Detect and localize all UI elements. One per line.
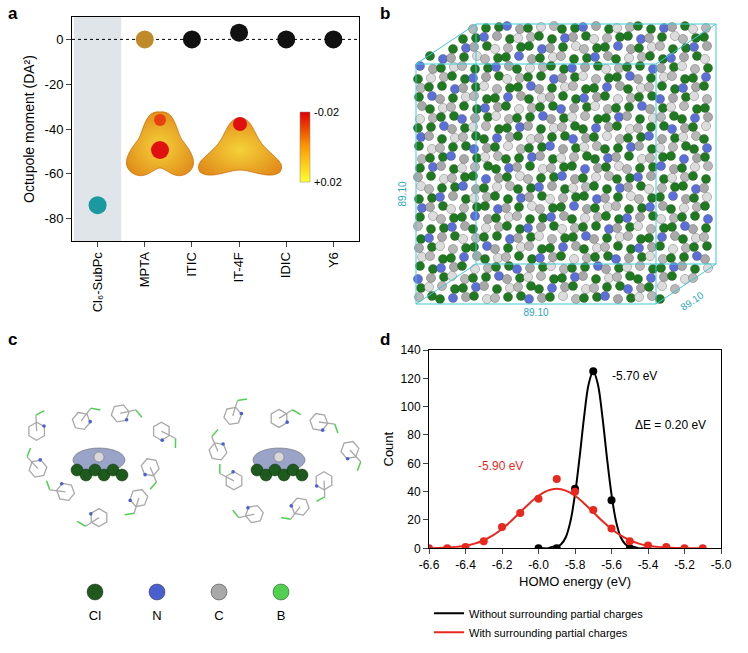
svg-text:+0.02: +0.02 xyxy=(314,176,342,188)
svg-text:IT-4F: IT-4F xyxy=(231,252,246,282)
svg-text:89.10: 89.10 xyxy=(397,181,408,206)
svg-text:Cl₆-SubPc: Cl₆-SubPc xyxy=(90,252,105,313)
svg-text:-6.2: -6.2 xyxy=(492,558,513,572)
svg-text:-6.6: -6.6 xyxy=(419,558,440,572)
svg-text:-5.8: -5.8 xyxy=(565,558,586,572)
svg-text:0: 0 xyxy=(414,542,421,556)
svg-text:With surrounding partial charg: With surrounding partial charges xyxy=(469,627,628,639)
svg-text:120: 120 xyxy=(401,372,421,386)
svg-text:-20: -20 xyxy=(45,77,64,92)
svg-text:89.10: 89.10 xyxy=(523,307,548,318)
svg-text:-80: -80 xyxy=(45,211,64,226)
svg-text:B: B xyxy=(277,608,286,623)
svg-text:-5.4: -5.4 xyxy=(638,558,659,572)
svg-text:-5.90 eV: -5.90 eV xyxy=(478,459,523,473)
svg-text:89.10: 89.10 xyxy=(679,289,706,312)
svg-text:C: C xyxy=(214,608,223,623)
svg-text:Count: Count xyxy=(381,431,396,466)
svg-text:HOMO energy (eV): HOMO energy (eV) xyxy=(519,574,631,589)
svg-text:Y6: Y6 xyxy=(326,252,341,268)
html-text:d: d xyxy=(380,330,391,349)
svg-text:0: 0 xyxy=(56,32,63,47)
svg-text:ITIC: ITIC xyxy=(184,252,199,277)
svg-text:-5.70 eV: -5.70 eV xyxy=(612,369,657,383)
svg-text:Without surrounding partial ch: Without surrounding partial charges xyxy=(469,608,643,620)
svg-text:-6.0: -6.0 xyxy=(528,558,549,572)
svg-text:-5.6: -5.6 xyxy=(601,558,622,572)
svg-text:20: 20 xyxy=(407,513,421,527)
svg-text:N: N xyxy=(152,608,161,623)
html-text:a: a xyxy=(8,4,18,23)
svg-text:-6.4: -6.4 xyxy=(455,558,476,572)
svg-text:IDIC: IDIC xyxy=(278,252,293,278)
svg-text:100: 100 xyxy=(401,400,421,414)
svg-text:-5.2: -5.2 xyxy=(674,558,695,572)
svg-text:-60: -60 xyxy=(45,166,64,181)
svg-text:Octupole moment (DA²): Octupole moment (DA²) xyxy=(21,55,37,203)
svg-text:80: 80 xyxy=(407,428,421,442)
svg-text:-40: -40 xyxy=(45,122,64,137)
svg-text:140: 140 xyxy=(401,343,421,357)
html-text:b: b xyxy=(380,4,391,23)
svg-text:ΔE = 0.20 eV: ΔE = 0.20 eV xyxy=(635,418,706,432)
svg-text:60: 60 xyxy=(407,457,421,471)
svg-text:Cl: Cl xyxy=(89,608,101,623)
svg-text:MPTA: MPTA xyxy=(137,252,152,287)
html-text:c: c xyxy=(8,330,18,349)
svg-text:-0.02: -0.02 xyxy=(314,106,339,118)
svg-text:40: 40 xyxy=(407,485,421,499)
svg-text:-5.0: -5.0 xyxy=(711,558,732,572)
